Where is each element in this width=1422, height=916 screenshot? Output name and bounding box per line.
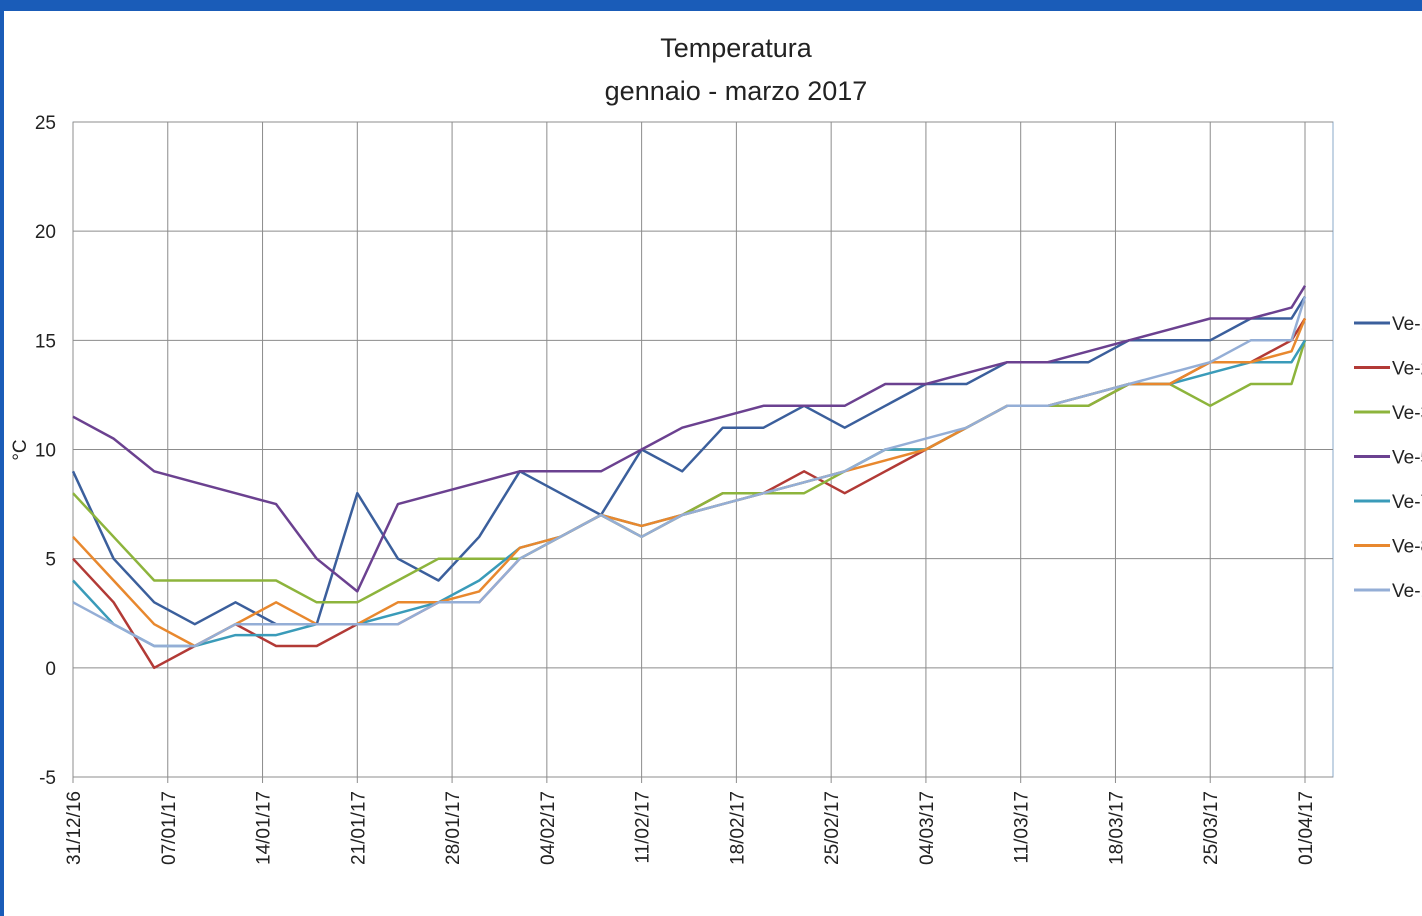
x-tick-label: 18/03/17 bbox=[1106, 791, 1127, 865]
x-tick-label: 28/01/17 bbox=[443, 791, 464, 865]
chart-title: Temperatura bbox=[660, 33, 813, 63]
x-tick-label: 11/02/17 bbox=[633, 791, 654, 864]
x-tick-label: 21/01/17 bbox=[348, 791, 369, 865]
legend-label: Ve-7 bbox=[1392, 492, 1422, 513]
x-tick-label: 25/02/17 bbox=[822, 791, 843, 865]
series-line bbox=[72, 339, 1307, 604]
y-tick-label: 10 bbox=[35, 441, 56, 462]
y-tick-label: 5 bbox=[45, 550, 56, 571]
y-tick-label: 15 bbox=[35, 331, 56, 352]
series-line bbox=[71, 296, 1307, 626]
chart-frame: Temperatura gennaio - marzo 2017 °C -5 0 5… bbox=[4, 11, 1422, 916]
legend-label: Ve-8 bbox=[1392, 537, 1422, 558]
series-line bbox=[72, 285, 1307, 593]
legend-label: Ve-10 bbox=[1392, 581, 1422, 602]
x-tick-label: 01/04/17 bbox=[1296, 791, 1317, 865]
series-line bbox=[72, 318, 1307, 648]
series-line bbox=[72, 296, 1307, 648]
y-tick-label: 25 bbox=[35, 113, 56, 134]
chart: Temperatura gennaio - marzo 2017 °C -5 0 5… bbox=[10, 33, 1422, 865]
legend-label: Ve-3 bbox=[1392, 403, 1422, 424]
x-tick-label: 18/02/17 bbox=[727, 791, 748, 865]
x-tick-label: 04/03/17 bbox=[917, 791, 938, 865]
legend-label: Ve-1 bbox=[1392, 314, 1422, 335]
x-tick-label: 04/02/17 bbox=[538, 791, 559, 865]
y-tick-label: 20 bbox=[35, 222, 56, 243]
x-tick-label: 25/03/17 bbox=[1201, 791, 1222, 865]
y-tick-label: 0 bbox=[45, 659, 56, 680]
x-tick-label: 31/12/16 bbox=[64, 791, 85, 865]
legend-label: Ve-5 bbox=[1392, 448, 1422, 469]
x-tick-label: 11/03/17 bbox=[1012, 791, 1033, 864]
y-axis-label: °C bbox=[10, 439, 31, 460]
x-tick-label: 07/01/17 bbox=[159, 791, 180, 865]
x-tick-label: 14/01/17 bbox=[254, 791, 275, 865]
legend-label: Ve-2 bbox=[1392, 359, 1422, 380]
chart-subtitle: gennaio - marzo 2017 bbox=[605, 76, 868, 106]
y-tick-label: -5 bbox=[39, 768, 56, 789]
